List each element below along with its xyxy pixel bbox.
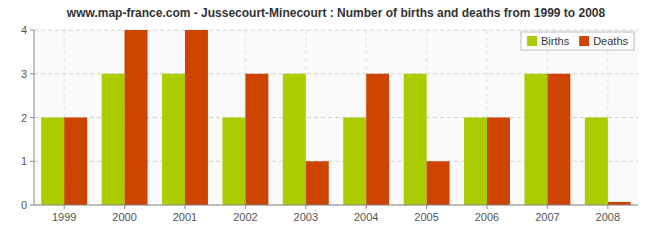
bars (41, 30, 631, 205)
bar (64, 118, 87, 206)
bar (547, 74, 570, 205)
x-tick-label: 2004 (354, 211, 378, 223)
y-tick (30, 117, 34, 118)
x-tick (366, 205, 367, 209)
legend-label: Births (541, 35, 570, 47)
legend: Births Deaths (521, 32, 634, 50)
grid (34, 30, 638, 205)
x-tick-label: 2000 (112, 211, 136, 223)
bar (427, 161, 450, 205)
y-tick-label: 4 (21, 24, 27, 36)
x-tick (547, 205, 548, 209)
chart-svg: www.map-france.com - Jussecourt-Minecour… (0, 0, 650, 229)
x-tick-label: 2007 (535, 211, 559, 223)
bar (487, 118, 510, 206)
chart-container: www.map-france.com - Jussecourt-Minecour… (0, 0, 650, 229)
page: {"chart_data": {"type": "bar", "title": … (0, 0, 650, 229)
bar (524, 74, 547, 205)
x-tick (426, 205, 427, 209)
title: www.map-france.com - Jussecourt-Minecour… (66, 6, 606, 20)
x-tick (487, 205, 488, 209)
y-tick (30, 30, 34, 31)
y-tick-label: 3 (21, 68, 27, 80)
bar (585, 118, 608, 206)
bar (102, 74, 125, 205)
x-tick (607, 205, 608, 209)
x-tick-label: 2008 (596, 211, 620, 223)
bar (185, 30, 208, 205)
x-tick (124, 205, 125, 209)
x-tick-label: 2003 (294, 211, 318, 223)
bar (283, 74, 306, 205)
y-tick-label: 1 (21, 155, 27, 167)
bar (464, 118, 487, 206)
bar (162, 74, 185, 205)
x-tick-label: 2006 (475, 211, 499, 223)
x-tick-label: 1999 (52, 211, 76, 223)
bar (343, 118, 366, 206)
x-tick-label: 2002 (233, 211, 257, 223)
y-tick (30, 161, 34, 162)
bar (404, 74, 427, 205)
x-tick-label: 2005 (414, 211, 438, 223)
legend-label: Deaths (593, 35, 628, 47)
bar (41, 118, 64, 206)
y-tick-label: 2 (21, 112, 27, 124)
axes: 0 1 2 3 4 1999 2000 2001 2002 2003 2004 2005 2006 200… (21, 24, 638, 223)
plot-background (34, 30, 638, 205)
x-tick-label: 2001 (173, 211, 197, 223)
bar (306, 161, 329, 205)
bar (245, 74, 268, 205)
x-tick (64, 205, 65, 209)
legend-box (521, 32, 634, 50)
legend-swatch (527, 36, 537, 46)
x-tick (245, 205, 246, 209)
y-tick (30, 73, 34, 74)
x-tick (185, 205, 186, 209)
y-tick-label: 0 (21, 199, 27, 211)
x-tick (305, 205, 306, 209)
bar (125, 30, 148, 205)
bar (222, 118, 245, 206)
series-bars (64, 30, 631, 205)
y-tick (30, 205, 34, 206)
legend-swatch (579, 36, 589, 46)
bar (366, 74, 389, 205)
